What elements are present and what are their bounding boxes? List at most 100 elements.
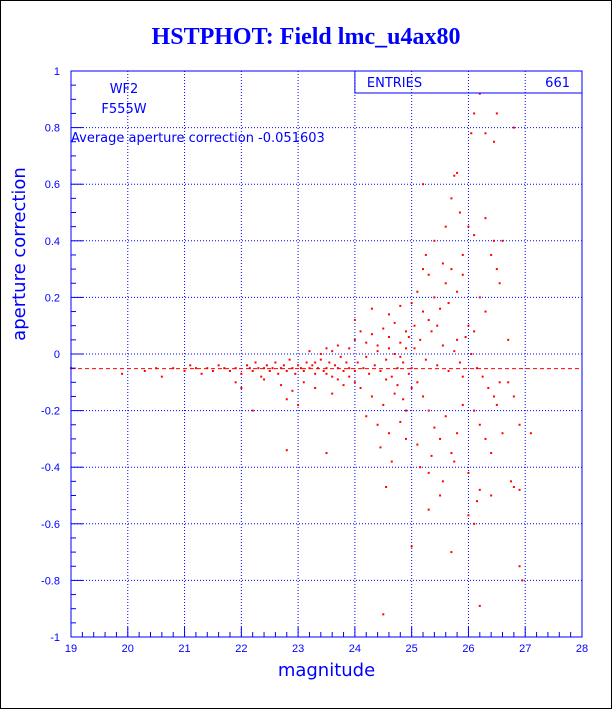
data-point — [299, 367, 302, 370]
data-point — [433, 426, 436, 429]
data-point — [280, 367, 283, 370]
data-point — [407, 336, 410, 339]
data-point — [240, 386, 243, 389]
data-point — [285, 369, 288, 372]
data-point — [458, 361, 461, 364]
data-point — [319, 358, 322, 361]
data-point — [456, 171, 459, 174]
data-point — [325, 452, 328, 455]
data-point — [498, 381, 501, 384]
data-point — [379, 369, 382, 372]
data-point — [376, 423, 379, 426]
data-point — [433, 296, 436, 299]
data-point — [325, 347, 328, 350]
data-point — [484, 437, 487, 440]
data-point — [263, 378, 266, 381]
data-point — [246, 364, 249, 367]
x-axis-title: magnitude — [278, 660, 375, 681]
data-point — [427, 471, 430, 474]
data-point — [450, 197, 453, 200]
x-tick-label: 19 — [65, 643, 77, 655]
data-point — [424, 358, 427, 361]
data-point — [501, 239, 504, 242]
data-point — [396, 367, 399, 370]
y-tick-label: 0.4 — [45, 236, 60, 248]
data-point — [348, 347, 351, 350]
y-axis-title: aperture correction — [9, 167, 30, 341]
data-point — [490, 452, 493, 455]
data-point — [353, 369, 356, 372]
data-point — [368, 372, 371, 375]
x-tick-label: 28 — [576, 643, 588, 655]
data-point — [385, 358, 388, 361]
data-point — [325, 372, 328, 375]
x-tick-label: 23 — [292, 643, 304, 655]
data-point — [365, 415, 368, 418]
data-point — [467, 225, 470, 228]
grid-lines — [71, 71, 582, 637]
data-point — [510, 480, 513, 483]
x-tick-label: 26 — [462, 643, 474, 655]
data-point — [490, 253, 493, 256]
data-point — [393, 392, 396, 395]
data-point — [419, 466, 422, 469]
data-point — [487, 386, 490, 389]
data-point — [444, 415, 447, 418]
data-point — [291, 389, 294, 392]
data-point — [302, 369, 305, 372]
data-point — [319, 353, 322, 355]
data-point — [461, 403, 464, 406]
data-point — [385, 378, 388, 381]
data-point — [387, 347, 390, 350]
data-point — [288, 358, 291, 361]
data-point — [475, 367, 478, 370]
data-point — [322, 369, 325, 372]
data-point — [390, 460, 393, 463]
data-point — [314, 386, 317, 389]
data-point — [282, 364, 285, 367]
data-point — [422, 268, 425, 271]
data-point — [365, 355, 368, 358]
data-point — [473, 522, 476, 525]
data-point — [422, 395, 425, 398]
data-point — [473, 234, 476, 237]
data-point — [507, 338, 510, 341]
data-point — [419, 338, 422, 341]
data-point — [302, 381, 305, 384]
data-point — [234, 367, 237, 370]
data-point — [410, 386, 413, 389]
data-point — [461, 375, 464, 378]
data-point — [155, 367, 158, 370]
data-point — [416, 443, 419, 446]
data-point — [385, 486, 388, 489]
data-point — [441, 480, 444, 483]
data-point — [265, 364, 268, 367]
data-point — [416, 290, 419, 293]
data-point — [234, 381, 237, 384]
data-point — [478, 488, 481, 491]
data-point — [251, 409, 254, 412]
data-point — [339, 355, 342, 358]
data-point — [228, 369, 231, 372]
data-point — [441, 262, 444, 265]
y-tick-label: -0.2 — [41, 406, 60, 418]
data-point — [473, 330, 476, 333]
data-point — [518, 423, 521, 426]
x-tick-label: 25 — [406, 643, 418, 655]
data-point — [402, 398, 405, 401]
data-point — [200, 372, 203, 375]
data-point — [492, 395, 495, 398]
data-point — [359, 386, 362, 389]
data-point — [399, 341, 402, 344]
x-tick-label: 27 — [519, 643, 531, 655]
data-point — [467, 471, 470, 474]
data-point — [427, 319, 430, 322]
data-point — [297, 403, 300, 406]
y-tick-label: 0.2 — [45, 292, 60, 304]
y-tick-label: 1 — [54, 66, 60, 78]
data-point — [277, 372, 280, 375]
data-point — [444, 282, 447, 285]
data-point — [370, 395, 373, 398]
data-point — [404, 330, 407, 333]
